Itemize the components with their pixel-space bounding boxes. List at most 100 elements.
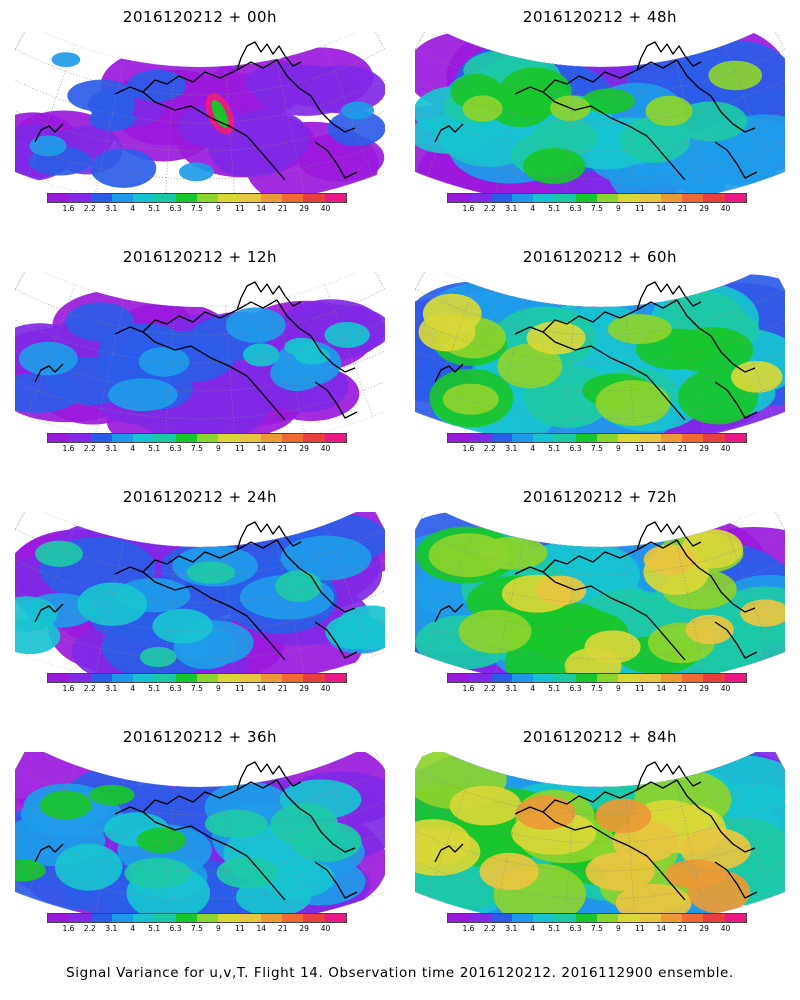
colorbar-tick-label: 3.1 bbox=[505, 684, 518, 693]
variance-contour bbox=[186, 561, 236, 584]
colorbar-tick-label: 5.1 bbox=[548, 684, 561, 693]
coastline bbox=[434, 363, 464, 383]
colorbar-tick-label: 3.1 bbox=[505, 204, 518, 213]
colorbar-labels: 1.6 2.2 3.1 4 5.1 6.3 7.5 9 11 14 21 29 40 bbox=[47, 924, 347, 936]
colorbar-swatch bbox=[639, 194, 661, 202]
variance-contour bbox=[595, 798, 652, 834]
colorbar-swatch bbox=[682, 194, 704, 202]
colorbar-tick-label: 6.3 bbox=[169, 444, 182, 453]
colorbar-tick-label: 4 bbox=[530, 444, 536, 453]
parallel-line bbox=[415, 528, 785, 576]
variance-contour bbox=[77, 582, 148, 626]
colorbar-swatch bbox=[469, 434, 491, 442]
colorbar-swatch bbox=[111, 914, 134, 922]
variance-contour bbox=[270, 803, 339, 846]
colorbar-swatch bbox=[575, 194, 597, 202]
colorbar-tick-label: 7.5 bbox=[191, 684, 203, 693]
colorbar-tick-label: 5.1 bbox=[148, 684, 161, 693]
parallel-line bbox=[15, 319, 385, 364]
variance-contour bbox=[449, 785, 522, 826]
variance-contour bbox=[335, 605, 385, 650]
colorbar-tick-label: 40 bbox=[320, 924, 331, 933]
parallel-line bbox=[415, 590, 785, 632]
coastline bbox=[434, 843, 464, 863]
colorbar-swatch bbox=[260, 674, 283, 682]
coastline bbox=[636, 761, 702, 791]
coastline bbox=[676, 59, 756, 133]
colorbar bbox=[447, 433, 747, 443]
colorbar-tick-label: 11 bbox=[635, 204, 645, 213]
variance-contour bbox=[225, 307, 286, 343]
colorbar-swatch bbox=[724, 914, 746, 922]
colorbar-swatch bbox=[469, 194, 491, 202]
colorbar-swatch bbox=[703, 674, 725, 682]
colorbar-tick-label: 9 bbox=[216, 684, 221, 693]
colorbar bbox=[447, 673, 747, 683]
panel-12h: 2016120212 + 12h 1.6 2.2 3.1 4 5.1 6.3 7.5 9 11 1… bbox=[0, 240, 400, 485]
parallel-line bbox=[15, 48, 385, 96]
variance-contour bbox=[685, 614, 734, 645]
colorbar-swatch bbox=[260, 434, 283, 442]
colorbar-tick-label: 9 bbox=[616, 204, 621, 213]
variance-contour bbox=[607, 314, 672, 345]
colorbar-tick-label: 5.1 bbox=[148, 444, 161, 453]
variance-contour bbox=[178, 162, 214, 182]
map-boundary bbox=[415, 752, 785, 922]
colorbar-swatch bbox=[511, 674, 534, 682]
variance-contour bbox=[35, 540, 83, 567]
coastline bbox=[142, 91, 286, 181]
variance-contour bbox=[51, 52, 81, 68]
colorbar-tick-label: 2.2 bbox=[83, 684, 96, 693]
coastline bbox=[314, 861, 358, 899]
colorbar-labels: 1.6 2.2 3.1 4 5.1 6.3 7.5 9 11 14 21 29 40 bbox=[447, 684, 747, 696]
coastline bbox=[434, 603, 464, 623]
variance-contour bbox=[15, 859, 46, 882]
variance-contour bbox=[245, 63, 330, 102]
colorbar-swatch bbox=[175, 674, 197, 682]
colorbar-tick-label: 29 bbox=[299, 924, 309, 933]
colorbar-labels: 1.6 2.2 3.1 4 5.1 6.3 7.5 9 11 14 21 29 40 bbox=[447, 924, 747, 936]
colorbar bbox=[47, 193, 347, 203]
parallel-line bbox=[415, 110, 785, 152]
coastline bbox=[636, 41, 702, 71]
colorbar bbox=[47, 913, 347, 923]
variance-map bbox=[15, 512, 385, 682]
colorbar-tick-label: 21 bbox=[277, 684, 288, 693]
colorbar-tick-label: 6.3 bbox=[169, 204, 182, 213]
colorbar-swatch bbox=[324, 434, 346, 442]
colorbar-swatch bbox=[154, 674, 176, 682]
colorbar-tick-label: 7.5 bbox=[591, 684, 603, 693]
colorbar-swatch bbox=[703, 914, 725, 922]
panel-title: 2016120212 + 36h bbox=[122, 728, 278, 746]
colorbar-swatch bbox=[596, 194, 619, 202]
variance-contour bbox=[731, 360, 783, 393]
colorbar-tick-label: 6.3 bbox=[169, 684, 182, 693]
variance-contour bbox=[656, 136, 778, 196]
coastline bbox=[676, 299, 756, 373]
parallel-line bbox=[415, 48, 785, 96]
variance-contour bbox=[139, 646, 177, 668]
colorbar-tick-label: 29 bbox=[299, 204, 309, 213]
colorbar-tick-label: 21 bbox=[277, 204, 288, 213]
colorbar-tick-label: 40 bbox=[320, 684, 331, 693]
colorbar-swatch bbox=[154, 914, 176, 922]
colorbar-swatch bbox=[682, 914, 704, 922]
colorbar-tick-label: 7.5 bbox=[591, 924, 603, 933]
colorbar-swatch bbox=[533, 194, 555, 202]
parallel-line bbox=[415, 319, 785, 364]
panel-title: 2016120212 + 84h bbox=[522, 728, 678, 746]
variance-contour bbox=[415, 827, 481, 876]
colorbar-tick-label: 2.2 bbox=[483, 684, 496, 693]
colorbar-tick-label: 40 bbox=[320, 204, 331, 213]
colorbar-swatch bbox=[48, 434, 70, 442]
colorbar-swatch bbox=[282, 434, 304, 442]
colorbar-tick-label: 14 bbox=[256, 444, 267, 453]
colorbar-tick-label: 4 bbox=[530, 924, 536, 933]
colorbar-swatch bbox=[282, 674, 304, 682]
panel-title: 2016120212 + 48h bbox=[522, 8, 678, 26]
variance-contour bbox=[458, 609, 532, 654]
variance-contour bbox=[280, 535, 372, 581]
panel-title: 2016120212 + 12h bbox=[122, 248, 278, 266]
variance-contour bbox=[275, 570, 322, 602]
coastline bbox=[636, 521, 702, 551]
